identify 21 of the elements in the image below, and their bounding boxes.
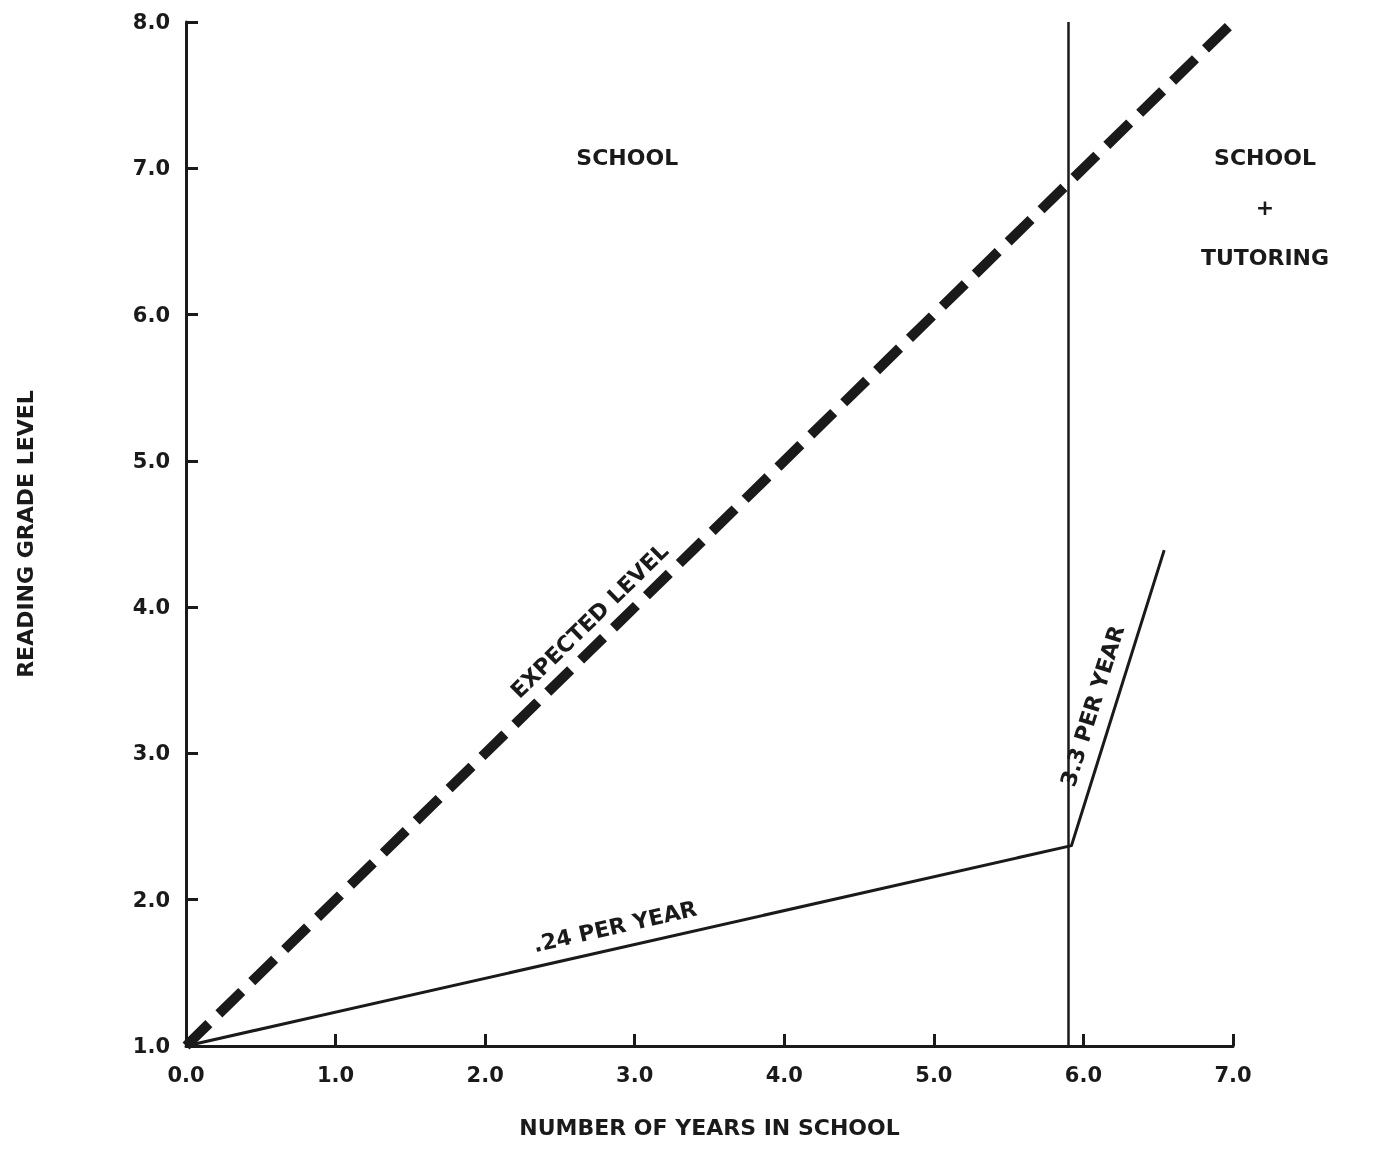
annotation: SCHOOL <box>576 144 679 170</box>
y-tick-label: 1.0 <box>132 1034 170 1058</box>
y-tick-label: 2.0 <box>132 887 170 912</box>
x-tick-label: 3.0 <box>616 1062 654 1087</box>
x-tick-label: 7.0 <box>1214 1062 1252 1087</box>
x-tick-label: 1.0 <box>316 1062 355 1087</box>
x-tick-label: 4.0 <box>765 1062 803 1087</box>
x-axis-title: NUMBER OF YEARS IN SCHOOL <box>519 1114 900 1140</box>
y-axis-title: READING GRADE LEVEL <box>12 390 38 678</box>
y-tick-label: 3.0 <box>132 741 170 766</box>
annotation: .24 PER YEAR <box>530 895 700 958</box>
x-tick-label: 6.0 <box>1064 1062 1103 1087</box>
x-tick-label: 2.0 <box>466 1062 504 1087</box>
x-tick-label: 0.0 <box>167 1062 205 1087</box>
y-tick-label: 7.0 <box>132 156 170 181</box>
x-tick-label: 5.0 <box>915 1062 953 1087</box>
annotation: SCHOOL + TUTORING <box>1200 144 1330 270</box>
y-tick-label: 6.0 <box>132 302 170 327</box>
y-tick-label: 8.0 <box>132 10 170 34</box>
y-tick-label: 5.0 <box>132 448 170 473</box>
y-tick-label: 4.0 <box>132 595 170 620</box>
